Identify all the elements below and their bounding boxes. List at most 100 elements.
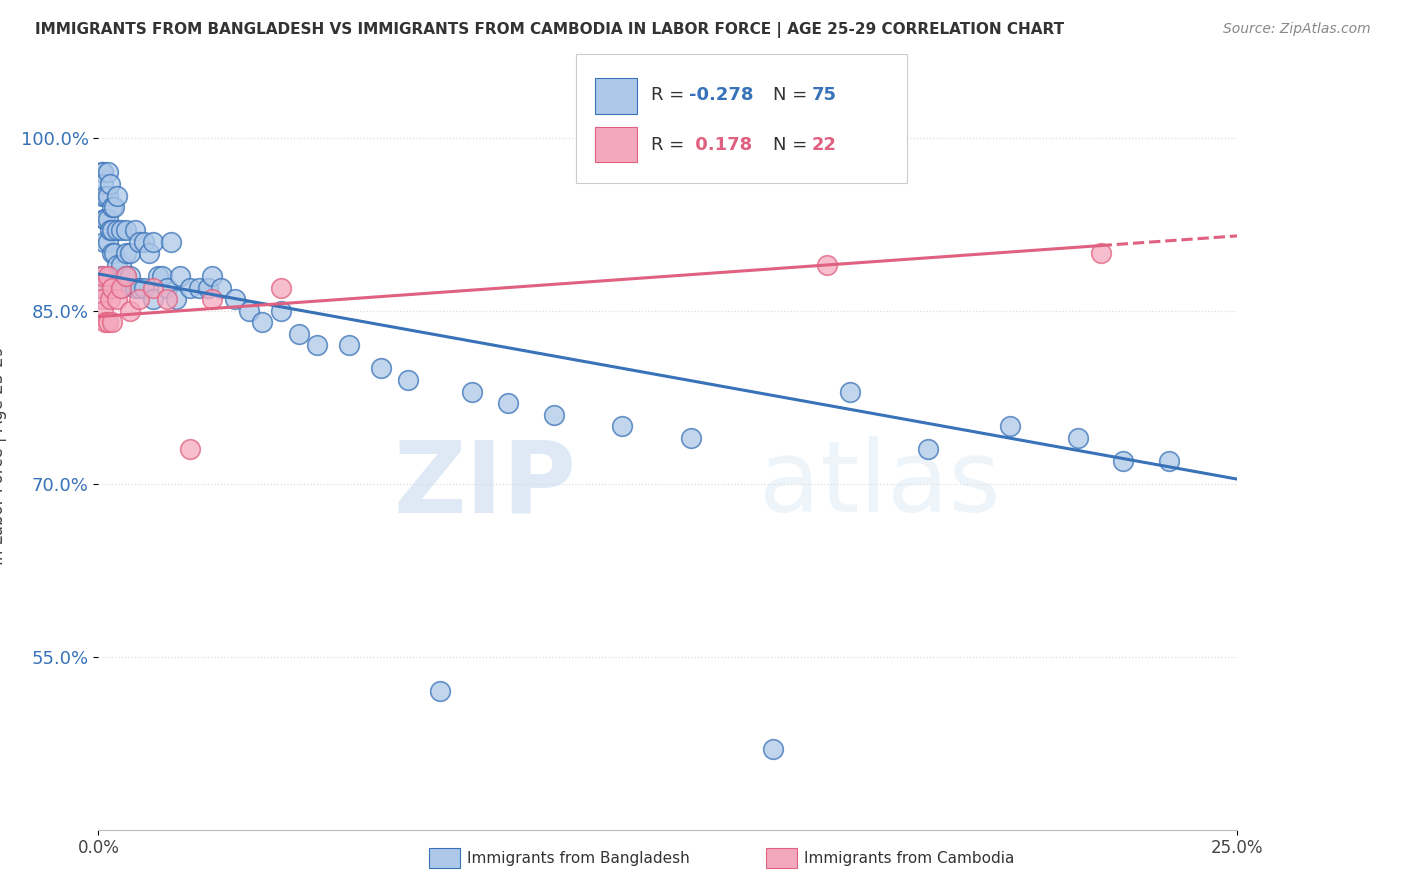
Text: atlas: atlas [759,436,1001,533]
Text: N =: N = [773,87,813,104]
Point [429,684,451,698]
Point [120,246,142,260]
Point [114,269,136,284]
Point [101,200,124,214]
Point [91,303,114,318]
Point [201,269,224,284]
Point [128,281,150,295]
Point [90,281,112,295]
Point [96,235,118,249]
Point [93,211,115,226]
Point [197,281,219,295]
Point [307,338,329,352]
Point [110,223,132,237]
Point [114,223,136,237]
Point [105,258,128,272]
Point [160,235,183,249]
Point [101,281,124,295]
Point [396,373,419,387]
Point [124,281,146,295]
Point [461,384,484,399]
Point [270,281,292,295]
Point [132,235,155,249]
Y-axis label: In Labor Force | Age 25-29: In Labor Force | Age 25-29 [0,345,7,565]
Text: IMMIGRANTS FROM BANGLADESH VS IMMIGRANTS FROM CAMBODIA IN LABOR FORCE | AGE 25-2: IMMIGRANTS FROM BANGLADESH VS IMMIGRANTS… [35,22,1064,38]
Text: Immigrants from Cambodia: Immigrants from Cambodia [804,851,1015,865]
Point [128,235,150,249]
Point [498,396,520,410]
Point [91,269,114,284]
Text: R =: R = [651,87,690,104]
Point [762,742,785,756]
Point [156,281,179,295]
Point [165,293,187,307]
Point [90,281,112,295]
Point [90,269,112,284]
Point [179,281,201,295]
Point [1090,246,1112,260]
Point [91,188,114,202]
Point [179,442,201,457]
Point [142,281,165,295]
Point [98,223,121,237]
Point [337,338,360,352]
Point [101,269,124,284]
Text: 22: 22 [811,136,837,153]
Point [839,384,862,399]
Point [998,419,1021,434]
Point [98,177,121,191]
Text: N =: N = [773,136,813,153]
Point [156,293,179,307]
Point [120,303,142,318]
Point [679,431,702,445]
Point [124,223,146,237]
Point [90,165,112,179]
Point [96,188,118,202]
Point [1157,453,1180,467]
Point [1112,453,1135,467]
Point [238,303,260,318]
Point [288,326,311,341]
Point [101,315,124,329]
Point [1067,431,1090,445]
Point [110,281,132,295]
Point [96,315,118,329]
Point [138,246,160,260]
Point [110,281,132,295]
Point [98,293,121,307]
Point [612,419,634,434]
Point [815,258,838,272]
Point [105,223,128,237]
Point [103,246,125,260]
Point [103,200,125,214]
Text: 0.178: 0.178 [689,136,752,153]
Text: R =: R = [651,136,690,153]
Point [105,188,128,202]
Point [94,188,117,202]
Point [270,303,292,318]
Point [187,281,209,295]
Point [91,293,114,307]
Point [93,235,115,249]
Point [150,269,173,284]
Text: Source: ZipAtlas.com: Source: ZipAtlas.com [1223,22,1371,37]
Point [370,361,392,376]
Point [96,269,118,284]
Point [114,269,136,284]
Point [91,177,114,191]
Point [96,165,118,179]
Point [94,211,117,226]
Point [120,269,142,284]
Point [252,315,274,329]
Text: 75: 75 [811,87,837,104]
Point [114,246,136,260]
Point [101,223,124,237]
Point [94,315,117,329]
Point [105,293,128,307]
Point [96,211,118,226]
Point [101,246,124,260]
Point [543,408,565,422]
Point [128,293,150,307]
Point [91,165,114,179]
Text: -0.278: -0.278 [689,87,754,104]
